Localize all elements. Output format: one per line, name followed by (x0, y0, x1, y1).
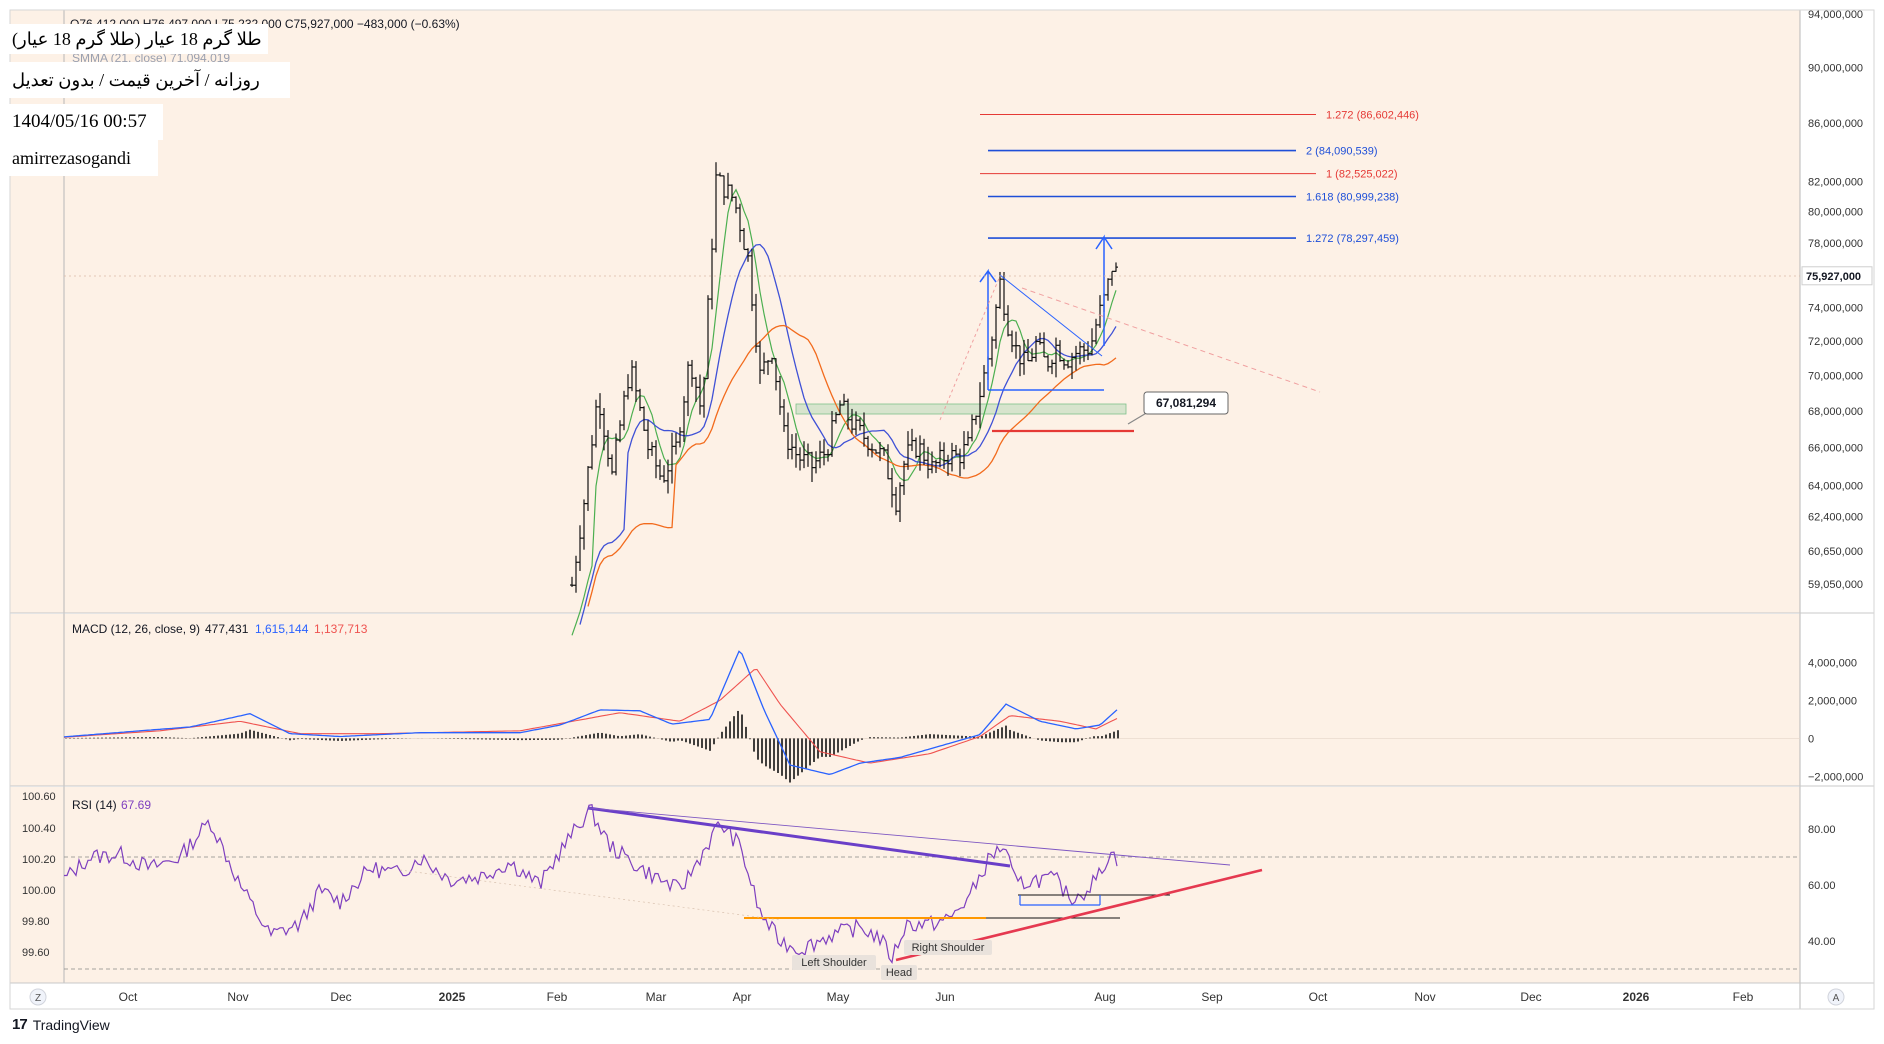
pattern-label-bg (792, 955, 876, 970)
price-axis-tick: 78,000,000 (1808, 238, 1863, 250)
price-axis-tick: 64,000,000 (1808, 480, 1863, 492)
time-axis-tick: Oct (119, 990, 138, 1004)
slow-ma-line (587, 324, 1117, 607)
branding-text: TradingView (32, 1016, 110, 1033)
time-axis-tick: 2025 (439, 990, 466, 1004)
time-axis-tick: Nov (227, 990, 248, 1004)
author-label: amirrezasogandi (8, 140, 158, 176)
rsi-guide-line (399, 869, 781, 921)
left-axis-tick: 100.60 (22, 791, 56, 803)
time-axis-tick: May (827, 990, 850, 1004)
price-pane[interactable] (10, 10, 1800, 613)
time-axis-tick: Feb (1733, 990, 1754, 1004)
rsi-axis-tick: 60.00 (1808, 880, 1836, 892)
pattern-label: Right Shoulder (912, 942, 985, 954)
tradingview-logo[interactable]: 17 TradingView (12, 1016, 110, 1033)
price-axis-tick: 62,400,000 (1808, 511, 1863, 523)
macd-signal-line (63, 668, 1118, 764)
left-axis-tick: 99.60 (22, 947, 50, 959)
last-price-badge (1801, 266, 1873, 286)
fib-level-label: 1 (82,525,022) (1326, 169, 1398, 181)
price-axis-tick: 72,000,000 (1808, 336, 1863, 348)
projection-dashed-line (939, 275, 1001, 421)
time-axis-tick: Dec (1520, 990, 1541, 1004)
rsi-axis-tick: 40.00 (1808, 936, 1836, 948)
timestamp-label: 1404/05/16 00:57 (8, 104, 163, 140)
pattern-label: Left Shoulder (801, 957, 867, 969)
rsi-legend: RSI (14) (72, 798, 117, 812)
zoom-reset-button[interactable] (29, 988, 47, 1006)
fib-level-label: 1.272 (78,297,459) (1306, 233, 1399, 245)
macd-legend: MACD (12, 26, close, 9) (72, 622, 200, 636)
price-candles (570, 162, 1118, 593)
left-axis-tick: 100.40 (22, 823, 56, 835)
fib-level-label: 1.618 (80,999,238) (1306, 192, 1399, 204)
fast-ma-line (571, 188, 1117, 636)
callout-pointer (1127, 411, 1149, 425)
left-axis-tick: 100.20 (22, 854, 56, 866)
price-axis-tick: 86,000,000 (1808, 118, 1863, 130)
macd-value-3: 1,137,713 (314, 622, 368, 636)
time-axis-tick: Sep (1201, 990, 1223, 1004)
left-axis-tick: 99.80 (22, 916, 50, 928)
rsi-axis-tick: 80.00 (1808, 824, 1836, 836)
macd-axis-tick: 2,000,000 (1808, 695, 1857, 707)
projection-dashed-line (1021, 287, 1321, 393)
price-axis-tick: 59,050,000 (1808, 579, 1863, 591)
measured-move-arrow (979, 268, 997, 390)
macd-value-2: 1,615,144 (255, 622, 309, 636)
auto-scale-button[interactable] (1827, 988, 1845, 1006)
pattern-label-bg (881, 965, 917, 980)
time-axis-tick: Dec (330, 990, 351, 1004)
time-axis-tick: Oct (1309, 990, 1328, 1004)
title-line-1: (طلا گرم 18 عیار (طلا گرم 18 عیار (8, 24, 268, 54)
support-zone (795, 403, 1127, 415)
time-axis-tick: Jun (935, 990, 954, 1004)
left-axis-tick: 100.00 (22, 885, 56, 897)
macd-axis-tick: 0 (1808, 733, 1814, 745)
fib-level-label: 2 (84,090,539) (1306, 146, 1378, 158)
zoom-reset-label: Z (35, 993, 41, 1004)
rsi-divergence-line (587, 806, 1011, 868)
pattern-label: Head (886, 967, 912, 979)
time-axis-tick: Apr (733, 990, 752, 1004)
price-axis-tick: 66,000,000 (1808, 443, 1863, 455)
title-line-2: روزانه / آخرین قیمت / بدون تعدیل (8, 62, 290, 98)
price-callout-box (1143, 391, 1229, 415)
price-axis-tick: 68,000,000 (1808, 406, 1863, 418)
right-axis-area[interactable] (1800, 10, 1874, 983)
tradingview-logo-icon: 17 (12, 1016, 28, 1033)
price-callout-text: 67,081,294 (1156, 396, 1216, 410)
fib-level-label: 1.272 (86,602,446) (1326, 109, 1419, 121)
macd-axis-tick: 4,000,000 (1808, 657, 1857, 669)
time-axis-tick: 2026 (1623, 990, 1650, 1004)
rsi-value: 67.69 (121, 798, 151, 812)
rsi-line (64, 803, 1118, 965)
breakout-arrow (1095, 234, 1113, 346)
time-axis-tick: Aug (1094, 990, 1115, 1004)
price-axis-tick: 74,000,000 (1808, 302, 1863, 314)
time-axis-tick: Nov (1414, 990, 1435, 1004)
time-axis-tick: Feb (547, 990, 568, 1004)
smma-legend: SMMA (21, close) 71,094,019 (72, 51, 230, 65)
price-axis-tick: 60,650,000 (1808, 546, 1863, 558)
rsi-trend-line (587, 807, 1231, 866)
time-axis-tick: Mar (646, 990, 667, 1004)
last-price-label: 75,927,000 (1806, 271, 1861, 283)
macd-value-1: 477,431 (205, 622, 249, 636)
price-axis-tick: 70,000,000 (1808, 370, 1863, 382)
triangle-upper-line (999, 274, 1103, 357)
pattern-label-bg (904, 940, 992, 955)
price-axis-tick: 82,000,000 (1808, 176, 1863, 188)
price-axis-tick: 90,000,000 (1808, 62, 1863, 74)
macd-line (63, 650, 1118, 775)
time-axis-area[interactable] (10, 983, 1874, 1009)
auto-scale-label: A (1833, 993, 1840, 1004)
macd-axis-tick: −2,000,000 (1808, 771, 1863, 783)
smma-line (579, 243, 1117, 625)
price-axis-tick: 94,000,000 (1808, 9, 1863, 21)
macd-pane[interactable] (10, 614, 1800, 786)
price-axis-tick: 80,000,000 (1808, 207, 1863, 219)
